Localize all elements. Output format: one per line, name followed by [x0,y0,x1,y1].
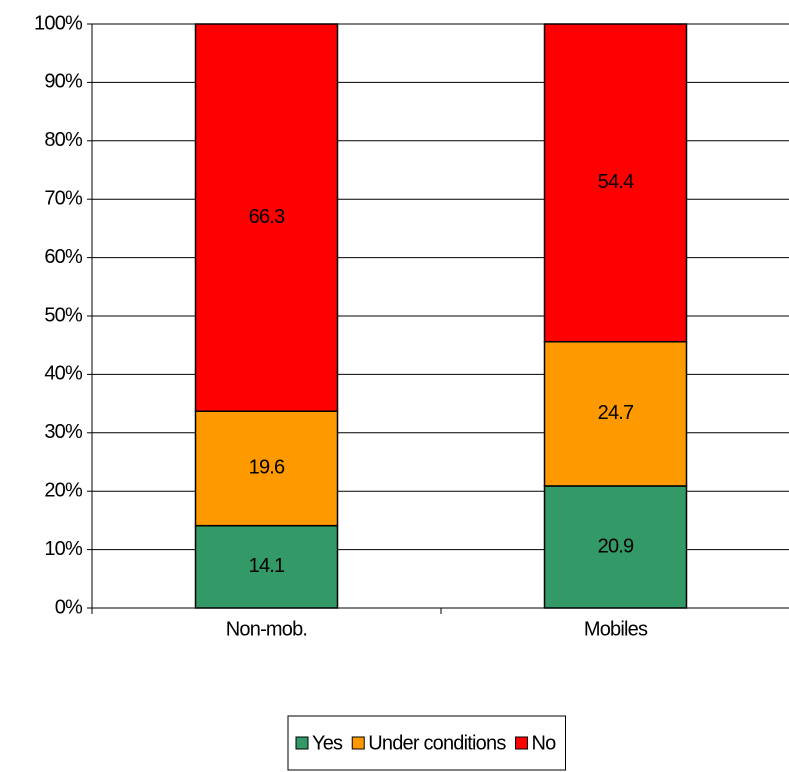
legend-swatch [295,736,309,750]
data-label: 24.7 [598,402,634,424]
y-tick-label: 70% [44,187,83,209]
y-tick-label: 20% [44,479,83,501]
y-tick-label: 0% [55,596,83,618]
y-tick-label: 90% [44,71,83,93]
data-label: 54.4 [598,171,634,193]
data-label: 14.1 [249,555,285,577]
bar-segment [543,485,688,609]
legend-label: Yes [312,732,343,754]
data-label: 20.9 [598,535,634,557]
legend-label: No [532,732,557,754]
y-tick-label: 10% [44,538,83,560]
y-tick-label: 100% [34,12,83,34]
y-tick-label: 40% [44,363,83,385]
legend-swatch [351,736,365,750]
bar-segment [194,23,339,412]
bar-segment [543,23,688,343]
y-tick-label: 30% [44,421,83,443]
bar-segment [194,410,339,527]
data-label: 66.3 [249,206,285,228]
data-label: 19.6 [249,457,285,479]
y-tick-label: 80% [44,129,83,151]
y-tick-label: 50% [44,304,83,326]
legend-swatch [515,736,529,750]
legend-label: Under conditions [368,732,506,754]
y-tick-label: 60% [44,246,83,268]
bar-segment [543,340,688,487]
x-tick-label: Mobiles [584,618,648,640]
x-tick-label: Non-mob. [226,618,307,640]
